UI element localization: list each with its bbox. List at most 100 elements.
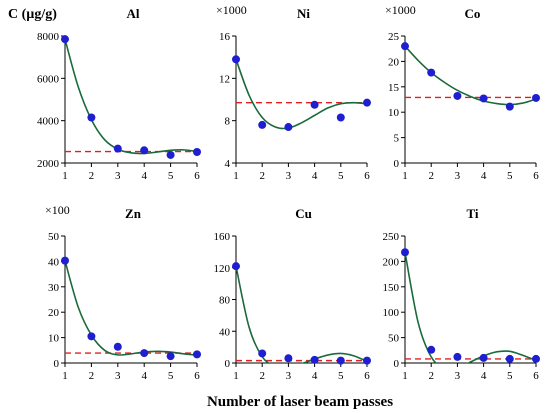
data-point (166, 150, 175, 159)
data-point (505, 354, 514, 363)
x-tick-label: 2 (89, 170, 95, 182)
data-point (310, 355, 319, 364)
data-point (140, 146, 149, 155)
x-tick-label: 6 (194, 170, 200, 182)
y-tick-label: 12 (219, 73, 230, 85)
data-point (140, 349, 149, 358)
x-tick-label: 1 (62, 170, 68, 182)
y-tick-label: 30 (48, 282, 60, 294)
y-tick-label: 10 (48, 333, 60, 345)
data-point (479, 353, 488, 362)
x-tick-label: 5 (168, 170, 174, 182)
x-tick-label: 3 (115, 170, 121, 182)
y-tick-label: 160 (214, 231, 231, 243)
y-tick-label: 0 (225, 358, 231, 370)
data-point (193, 147, 201, 156)
x-tick-label: 1 (402, 370, 408, 382)
y-tick-label: 150 (383, 282, 400, 294)
panel-title: Co (465, 6, 481, 21)
data-point (479, 94, 488, 103)
x-tick-label: 2 (259, 170, 265, 182)
panel-zn: 0 10 20 30 40 50 1 2 3 4 5 6 Zn ×100 (45, 203, 201, 382)
x-tick-label: 2 (89, 370, 95, 382)
x-tick-label: 6 (194, 370, 200, 382)
data-point (61, 256, 69, 265)
y-tick-label: 0 (54, 358, 60, 370)
x-tick-label: 4 (481, 170, 487, 182)
y-tick-label: 2000 (37, 158, 60, 170)
x-tick-label: 2 (428, 170, 434, 182)
data-point (87, 332, 96, 341)
x-axis-label: Number of laser beam passes (207, 394, 393, 410)
panel-co: 0 5 10 15 20 25 1 2 3 4 5 6 Co ×1000 (385, 3, 540, 182)
panel-title: Cu (295, 206, 312, 221)
x-tick-label: 4 (312, 170, 318, 182)
y-tick-label: 4000 (37, 116, 60, 128)
data-point (532, 93, 540, 102)
x-tick-label: 3 (455, 170, 461, 182)
y-tick-label: 50 (388, 333, 400, 345)
data-point (505, 102, 514, 111)
y-tick-label: 8 (225, 116, 231, 128)
panel-title: Zn (125, 206, 142, 221)
data-point (310, 100, 319, 109)
x-tick-label: 1 (233, 370, 239, 382)
x-tick-label: 4 (141, 170, 147, 182)
x-tick-label: 6 (533, 370, 539, 382)
data-point (232, 262, 240, 271)
panel-ti: 0 50 100 150 200 250 1 2 3 4 5 6 Ti (383, 206, 540, 382)
data-point (284, 354, 293, 363)
data-point (336, 356, 345, 365)
fit-curve (65, 260, 197, 356)
scale-multiplier: ×1000 (216, 3, 247, 17)
data-point (113, 144, 122, 153)
data-point (258, 120, 267, 129)
x-tick-label: 3 (115, 370, 121, 382)
fit-curve (405, 252, 536, 363)
data-point (284, 123, 293, 132)
fit-curve (405, 45, 536, 106)
x-tick-label: 3 (286, 170, 292, 182)
y-tick-label: 6000 (37, 73, 60, 85)
x-tick-label: 1 (62, 370, 68, 382)
x-tick-label: 5 (168, 370, 174, 382)
data-point (453, 91, 462, 100)
data-point (258, 349, 267, 358)
x-tick-label: 5 (338, 370, 344, 382)
y-tick-label: 20 (48, 307, 60, 319)
x-tick-label: 2 (428, 370, 434, 382)
y-tick-label: 40 (48, 256, 60, 268)
data-point (427, 68, 436, 77)
panel-cu: 0 40 80 120 160 1 2 3 4 5 6 Cu (214, 206, 371, 382)
fit-curve (236, 265, 367, 363)
data-point (453, 352, 462, 361)
x-tick-label: 1 (233, 170, 239, 182)
x-tick-label: 5 (338, 170, 344, 182)
data-point (336, 113, 345, 122)
y-axis-label: C (µg/g) (8, 7, 57, 22)
y-tick-label: 25 (388, 31, 400, 43)
panel-title: Al (127, 6, 140, 21)
data-point (401, 248, 409, 257)
x-tick-label: 2 (259, 370, 265, 382)
data-point (166, 352, 175, 361)
data-point (427, 345, 436, 354)
fit-curve (65, 38, 197, 155)
scale-multiplier: ×1000 (385, 3, 416, 17)
panel-al: 2000 4000 6000 8000 1 2 3 4 5 6 Al (37, 6, 201, 182)
y-tick-label: 40 (219, 326, 231, 338)
panel-title: Ti (466, 206, 478, 221)
x-tick-label: 4 (141, 370, 147, 382)
fit-curve (236, 59, 367, 130)
x-tick-label: 1 (402, 170, 408, 182)
y-tick-label: 15 (388, 82, 400, 94)
y-tick-label: 100 (383, 307, 400, 319)
y-tick-label: 50 (48, 231, 60, 243)
y-tick-label: 80 (219, 295, 231, 307)
x-tick-label: 5 (507, 370, 513, 382)
data-point (532, 354, 540, 363)
x-tick-label: 6 (533, 170, 539, 182)
